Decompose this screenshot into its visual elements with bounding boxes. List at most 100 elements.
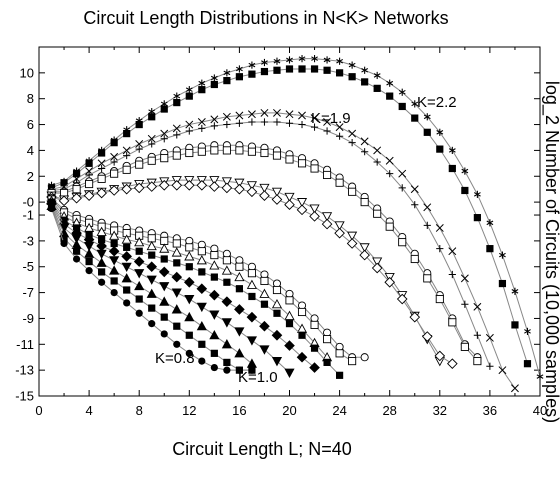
open-diamond-marker bbox=[121, 183, 132, 195]
open-diamond-marker bbox=[296, 204, 308, 216]
open-square-marker bbox=[197, 147, 206, 156]
y-tick-label: -5 bbox=[22, 259, 34, 274]
plus-marker bbox=[260, 118, 269, 126]
open-square-marker bbox=[247, 147, 256, 156]
x-tick-label: 20 bbox=[282, 403, 296, 418]
open-diamond-marker bbox=[158, 179, 170, 191]
open-square-marker bbox=[185, 243, 194, 252]
filled-triangle-down-marker bbox=[234, 327, 245, 337]
open-diamond-marker bbox=[96, 187, 107, 199]
filled-square-marker bbox=[210, 80, 218, 89]
cross-marker bbox=[260, 108, 269, 117]
cross-marker bbox=[335, 123, 344, 132]
filled-triangle-down-marker bbox=[184, 295, 195, 305]
filled-square-marker bbox=[60, 234, 68, 242]
y-tick-label: 10 bbox=[20, 65, 34, 80]
filled-square-marker bbox=[235, 73, 243, 81]
filled-square-marker bbox=[123, 130, 131, 138]
open-diamond-marker bbox=[58, 195, 70, 207]
cross-marker bbox=[435, 224, 444, 232]
y-tick-label: -3 bbox=[22, 233, 34, 248]
plus-marker bbox=[123, 151, 131, 160]
series-10 bbox=[46, 195, 333, 362]
filled-square-marker bbox=[511, 321, 519, 329]
open-square-marker bbox=[235, 262, 244, 271]
open-square-marker bbox=[423, 274, 432, 283]
asterisk-marker bbox=[524, 327, 531, 335]
cross-marker bbox=[323, 118, 332, 126]
asterisk-marker bbox=[386, 79, 394, 87]
asterisk-marker bbox=[173, 92, 181, 100]
filled-square-marker bbox=[285, 65, 294, 73]
cross-marker bbox=[448, 247, 457, 256]
filled-square-marker bbox=[523, 360, 532, 368]
filled-square-marker bbox=[160, 313, 168, 321]
y-tick-label: -0 bbox=[22, 195, 34, 210]
filled-square-marker bbox=[373, 84, 381, 92]
open-triangle-up-marker bbox=[234, 271, 245, 282]
cross-marker bbox=[185, 120, 194, 129]
asterisk-marker bbox=[348, 61, 356, 69]
open-triangle-up-marker bbox=[159, 243, 170, 253]
cross-marker bbox=[97, 159, 106, 168]
y-tick-label: 8 bbox=[27, 91, 34, 106]
open-diamond-marker bbox=[71, 192, 82, 204]
filled-square-marker bbox=[411, 114, 419, 122]
filled-square-marker bbox=[148, 113, 156, 121]
filled-triangle-up-marker bbox=[134, 280, 145, 291]
filled-circle-marker bbox=[60, 239, 68, 248]
open-triangle-up-marker bbox=[109, 230, 120, 240]
cross-marker bbox=[135, 139, 144, 148]
filled-circle-marker bbox=[47, 204, 56, 213]
filled-square-marker bbox=[361, 78, 369, 86]
series-13 bbox=[46, 200, 295, 378]
filled-square-marker bbox=[423, 128, 431, 136]
asterisk-marker bbox=[473, 190, 481, 198]
filled-diamond-marker bbox=[209, 289, 220, 301]
filled-square-marker bbox=[85, 257, 93, 266]
open-square-marker bbox=[460, 342, 469, 351]
asterisk-marker bbox=[461, 167, 469, 175]
plus-marker bbox=[336, 132, 344, 140]
series-line bbox=[51, 199, 353, 362]
cross-marker bbox=[473, 302, 482, 311]
cross-marker bbox=[485, 333, 494, 342]
plus-marker bbox=[361, 148, 369, 156]
filled-square-marker bbox=[386, 92, 394, 100]
open-square-marker bbox=[160, 154, 169, 163]
plus-marker bbox=[486, 362, 494, 370]
open-triangle-up-marker bbox=[196, 255, 207, 265]
filled-square-marker bbox=[185, 263, 193, 271]
open-diamond-marker bbox=[384, 276, 396, 288]
filled-square-marker bbox=[398, 102, 406, 111]
y-tick-label: -15 bbox=[15, 389, 34, 404]
filled-square-marker bbox=[336, 69, 344, 77]
series-12 bbox=[46, 198, 320, 373]
asterisk-marker bbox=[423, 113, 431, 121]
filled-square-marker bbox=[123, 286, 131, 294]
filled-square-marker bbox=[198, 268, 206, 276]
open-diamond-marker bbox=[234, 183, 245, 195]
open-square-marker bbox=[235, 146, 244, 155]
open-square-marker bbox=[285, 155, 294, 164]
filled-circle-marker bbox=[123, 299, 131, 307]
plus-marker bbox=[185, 127, 193, 135]
plus-marker bbox=[310, 123, 319, 131]
filled-square-marker bbox=[260, 300, 269, 308]
plus-marker bbox=[148, 140, 156, 148]
plus-marker bbox=[285, 119, 294, 127]
open-triangle-down-marker bbox=[347, 231, 358, 241]
asterisk-marker bbox=[411, 100, 419, 108]
open-square-marker bbox=[122, 165, 131, 174]
filled-diamond-marker bbox=[309, 362, 320, 373]
filled-circle-marker bbox=[110, 288, 118, 297]
open-diamond-marker bbox=[146, 181, 158, 192]
series-7 bbox=[46, 179, 458, 370]
filled-square-marker bbox=[98, 268, 106, 276]
open-square-marker bbox=[360, 198, 369, 207]
filled-square-marker bbox=[323, 66, 331, 74]
open-diamond-marker bbox=[447, 358, 458, 370]
filled-square-marker bbox=[298, 65, 306, 73]
filled-diamond-marker bbox=[171, 271, 183, 283]
cross-marker bbox=[122, 146, 131, 155]
